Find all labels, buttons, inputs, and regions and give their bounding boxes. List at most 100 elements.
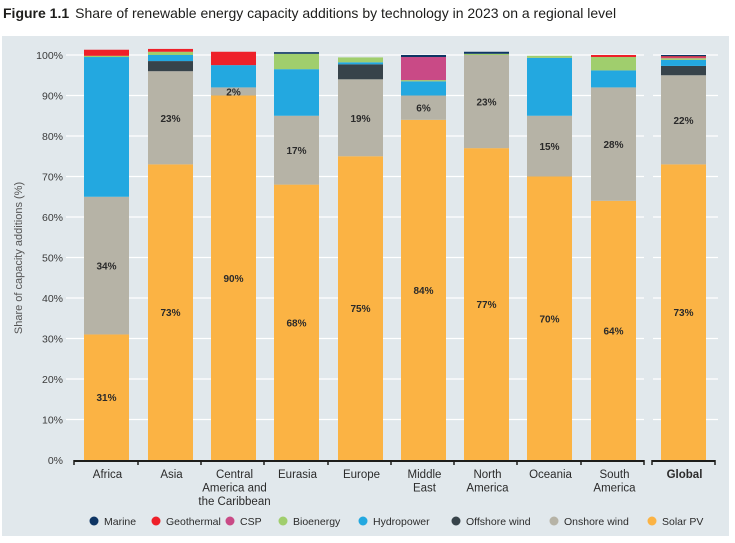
data-label: 19%: [350, 114, 370, 125]
data-label: 75%: [350, 304, 370, 315]
bar-north-america: [464, 51, 509, 460]
y-tick-label: 10%: [42, 415, 63, 427]
category-label-asia: Asia: [160, 469, 183, 481]
data-label: 22%: [673, 116, 693, 127]
bar-eurasia: [274, 52, 319, 460]
y-tick-label: 30%: [42, 334, 63, 346]
bar-segment-onshore-wind: [464, 55, 509, 149]
bars: [84, 48, 706, 461]
data-label: 23%: [476, 98, 496, 109]
legend-swatch-icon: [647, 516, 657, 526]
data-label: 15%: [539, 142, 559, 153]
bar-segment-csp: [401, 57, 446, 81]
data-label: 90%: [223, 274, 243, 285]
data-label: 84%: [413, 286, 433, 297]
y-axis-ticks: 0% 10% 20% 30% 40% 50% 60% 70% 80% 90% 100%: [36, 50, 63, 467]
data-label: 28%: [603, 140, 623, 151]
bar-segment-hydropower: [338, 62, 383, 65]
bar-segment-bioenergy: [84, 55, 129, 58]
bar-segment-offshore-wind: [148, 61, 193, 72]
bar-segment-geothermal: [84, 49, 129, 56]
bar-segment-solar-pv: [148, 164, 193, 460]
bar-segment-bioenergy: [338, 57, 383, 63]
data-label: 73%: [673, 308, 693, 319]
bar-south-america: [591, 55, 636, 461]
legend-item-geothermal: Geothermal: [151, 516, 221, 528]
data-label: 2%: [226, 87, 241, 98]
y-tick-label: 80%: [42, 131, 63, 143]
bar-segment-bioenergy: [527, 55, 572, 58]
bar-segment-hydropower: [148, 55, 193, 62]
bar-segment-onshore-wind: [338, 79, 383, 157]
category-label-oceania: Oceania: [529, 469, 572, 481]
bar-segment-solar-pv: [661, 164, 706, 460]
y-tick-label: 40%: [42, 293, 63, 305]
figure-title: Figure 1.1 Share of renewable energy capa…: [3, 5, 616, 21]
bar-segment-hydropower: [211, 65, 256, 88]
data-label: 73%: [160, 308, 180, 319]
data-label: 6%: [416, 104, 431, 115]
bar-segment-geothermal: [661, 56, 706, 58]
bar-segment-onshore-wind: [211, 87, 256, 96]
bar-segment-bioenergy: [401, 80, 446, 82]
bar-africa: [84, 49, 129, 460]
legend-label: Bioenergy: [293, 516, 341, 528]
data-labels: 31% 34% 73% 23% 90% 2% 68% 17% 75% 19% 84% 6% 77% 23%…: [96, 87, 693, 404]
data-label: 64%: [603, 326, 623, 337]
bar-segment-hydropower: [591, 70, 636, 88]
category-label-eurasia: Eurasia: [278, 469, 318, 481]
bar-segment-onshore-wind: [591, 87, 636, 201]
y-tick-label: 70%: [42, 172, 63, 184]
bar-segment-solar-pv: [84, 334, 129, 460]
legend-label: Onshore wind: [564, 516, 629, 528]
figure-caption: Share of renewable energy capacity addit…: [75, 5, 617, 21]
bar-oceania: [527, 55, 572, 460]
bar-segment-bioenergy: [661, 58, 706, 60]
legend-item-csp: CSP: [225, 516, 262, 528]
bar-segment-hydropower: [661, 59, 706, 66]
legend-item-hydropower: Hydropower: [358, 516, 430, 528]
x-axis-category-labels: Africa Asia Central America and the Caribbea…: [93, 469, 703, 508]
legend-item-onshore-wind: Onshore wind: [549, 516, 629, 528]
bar-segment-onshore-wind: [661, 75, 706, 165]
legend-swatch-icon: [225, 516, 235, 526]
bar-segment-hydropower: [527, 57, 572, 116]
legend-label: Solar PV: [662, 516, 703, 528]
bar-segment-bioenergy: [591, 57, 636, 71]
bar-global: [661, 55, 706, 460]
y-tick-label: 90%: [42, 91, 63, 103]
data-label: 70%: [539, 314, 559, 325]
bar-segment-onshore-wind: [84, 196, 129, 335]
legend-swatch-icon: [358, 516, 368, 526]
bar-segment-marine: [274, 52, 319, 54]
bar-segment-hydropower: [401, 81, 446, 96]
legend-label: Geothermal: [166, 516, 221, 528]
category-label-north-america: North America: [466, 469, 509, 495]
bar-segment-solar-pv: [527, 176, 572, 460]
bar-segment-hydropower: [84, 57, 129, 197]
y-tick-label: 60%: [42, 212, 63, 224]
legend-item-bioenergy: Bioenergy: [278, 516, 341, 528]
bar-segment-geothermal: [211, 51, 256, 66]
bar-segment-onshore-wind: [527, 115, 572, 177]
data-label: 31%: [96, 393, 116, 404]
category-label-global: Global: [667, 469, 703, 481]
bar-segment-solar-pv: [591, 200, 636, 461]
legend-swatch-icon: [549, 516, 559, 526]
bar-segment-bioenergy: [464, 53, 509, 55]
figure-number: Figure 1.1: [3, 5, 70, 21]
bar-segment-onshore-wind: [148, 71, 193, 165]
bar-asia: [148, 48, 193, 460]
category-label-middle-east: Middle East: [408, 469, 442, 495]
category-label-africa: Africa: [93, 469, 123, 481]
bar-segment-bioenergy: [148, 51, 193, 55]
legend-swatch-icon: [451, 516, 461, 526]
y-axis-label: Share of capacity additions (%): [13, 182, 25, 334]
data-label: 23%: [160, 114, 180, 125]
legend-label: CSP: [240, 516, 262, 528]
legend-item-offshore-wind: Offshore wind: [451, 516, 531, 528]
bar-segment-solar-pv: [464, 148, 509, 460]
bar-segment-offshore-wind: [661, 65, 706, 76]
bar-segment-marine: [401, 55, 446, 58]
x-axis: [73, 460, 716, 465]
